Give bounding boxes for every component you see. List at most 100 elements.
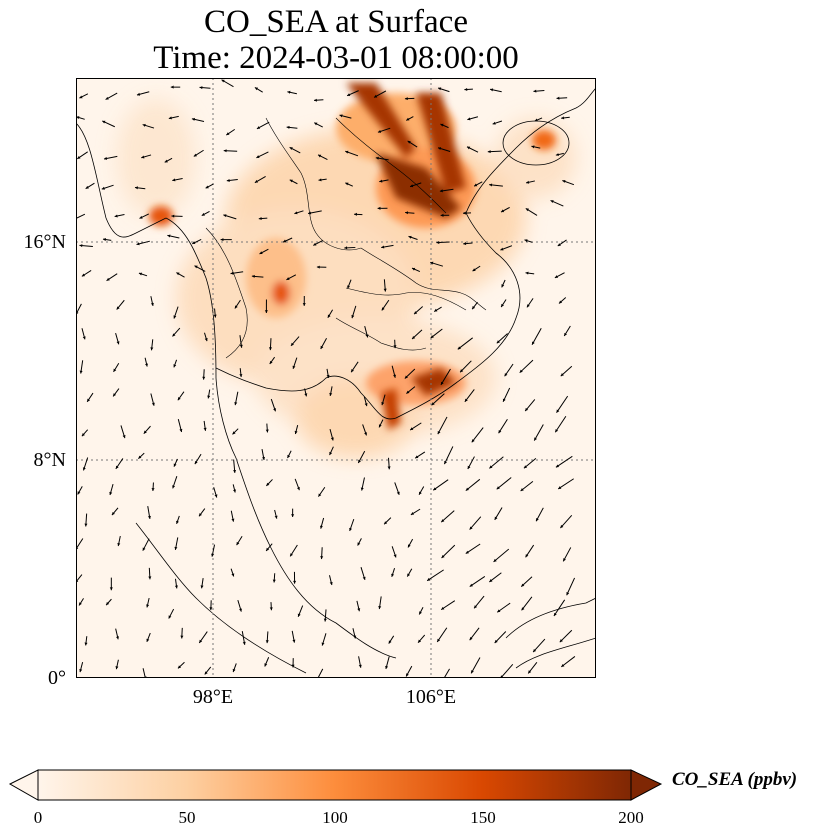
colorbar-tick: 100 (322, 808, 348, 827)
lat-label-0: 0° (48, 667, 66, 689)
wind-arrow-head (519, 369, 523, 373)
wind-arrow-head (199, 639, 203, 643)
wind-arrow-head (173, 315, 177, 319)
wind-arrow-head (79, 95, 83, 99)
wind-arrow-head (251, 274, 255, 278)
wind-arrow-head (489, 579, 493, 582)
country-borders (205, 117, 487, 359)
wind-arrow (553, 599, 566, 617)
wind-arrow-head (407, 140, 411, 144)
wind-arrow-head (191, 117, 195, 121)
wind-arrow-head (502, 398, 506, 402)
wind-arrow-head (379, 179, 383, 183)
colorbar-max-arrow (630, 769, 663, 801)
wind-arrow-head (117, 542, 121, 547)
wind-arrow (521, 596, 533, 611)
map-panel[interactable] (76, 78, 596, 678)
wind-arrow-head (313, 242, 317, 246)
wind-arrow-head (318, 178, 322, 182)
colorbar-min-arrow (8, 769, 39, 801)
wind-arrow-head (151, 402, 155, 406)
wind-arrow-head (523, 465, 528, 469)
wind-arrow-head (201, 212, 205, 216)
wind-arrow-head (351, 315, 355, 319)
wind-arrow-head (321, 642, 325, 646)
wind-arrow-head (440, 213, 444, 217)
wind-arrow-head (377, 206, 381, 210)
wind-arrow-head (329, 392, 333, 396)
wind-arrow-head (176, 272, 180, 276)
wind-arrow-head (172, 178, 176, 182)
wind-arrow-head (406, 117, 410, 121)
wind-arrow-head (256, 155, 260, 158)
wind-arrow-head (493, 558, 497, 562)
wind-arrow-head (487, 150, 491, 154)
wind-arrow (465, 543, 481, 554)
wind-arrow-head (102, 238, 106, 242)
wind-arrow-head (269, 360, 273, 365)
wind-arrow-head (176, 520, 179, 524)
wind-arrow-head (365, 334, 369, 338)
wind-arrow-head (441, 554, 445, 559)
wind-arrow-head (360, 487, 364, 491)
wind-arrow-head (177, 665, 182, 669)
wind-arrow-head (177, 397, 181, 401)
wind-arrow-head (437, 430, 441, 435)
wind-arrow-head (391, 573, 395, 577)
wind-arrow-head (168, 116, 172, 120)
wind-arrow-head (81, 433, 85, 437)
wind-arrow-head (79, 370, 83, 374)
wind-arrow-head (167, 234, 171, 238)
wind-arrow-head (387, 466, 391, 470)
wind-arrow-head (293, 580, 297, 584)
wind-arrow-head (463, 242, 467, 246)
colorbar-tick: 150 (470, 808, 496, 827)
wind-arrow-head (134, 186, 138, 190)
wind-arrow-head (111, 511, 115, 516)
wind-arrow-head (254, 87, 259, 91)
wind-arrow (566, 577, 576, 596)
wind-arrow-head (259, 251, 263, 255)
wind-arrow-head (239, 374, 243, 378)
map-svg (76, 78, 596, 678)
wind-arrow (533, 424, 544, 441)
wind-arrow-head (525, 271, 529, 275)
wind-arrow-head (202, 376, 206, 380)
wind-arrow-head (347, 285, 351, 289)
wind-arrow-head (378, 606, 382, 610)
wind-arrow-head (534, 118, 538, 122)
wind-arrow-head (214, 494, 218, 498)
wind-arrow-head (457, 346, 461, 350)
wind-arrow-head (292, 639, 296, 643)
wind-arrow-head (318, 154, 322, 158)
wind-arrow-head (349, 527, 353, 532)
wind-arrow (465, 478, 481, 491)
wind-arrow-head (384, 521, 388, 525)
wind-arrow-head (116, 636, 120, 640)
wind-arrow-head (115, 666, 119, 670)
wind-arrow-head (297, 613, 301, 617)
wind-arrow-head (556, 96, 560, 100)
co-concentration-field (116, 83, 576, 458)
wind-arrow (469, 516, 482, 530)
wind-arrow-head (393, 554, 397, 558)
wind-arrow-head (558, 486, 562, 489)
wind-arrow-head (174, 585, 178, 589)
wind-arrow-head (106, 602, 110, 606)
wind-arrow-head (141, 155, 145, 159)
wind-arrow-head (562, 180, 566, 183)
wind-arrow-head (465, 550, 469, 554)
wind-arrow-head (555, 429, 559, 433)
wind-arrow-head (116, 306, 120, 310)
wind-arrow-head (532, 341, 535, 345)
colorbar (8, 769, 663, 801)
wind-arrow-head (319, 525, 323, 529)
wind-arrow-head (142, 123, 146, 127)
wind-arrow-head (553, 612, 557, 617)
wind-arrow-head (357, 542, 361, 546)
wind-arrow-head (76, 116, 80, 120)
wind-arrow-head (101, 186, 105, 190)
lat-label-16n: 16°N (23, 231, 66, 253)
wind-arrow-head (381, 245, 385, 249)
wind-arrow (437, 416, 448, 435)
